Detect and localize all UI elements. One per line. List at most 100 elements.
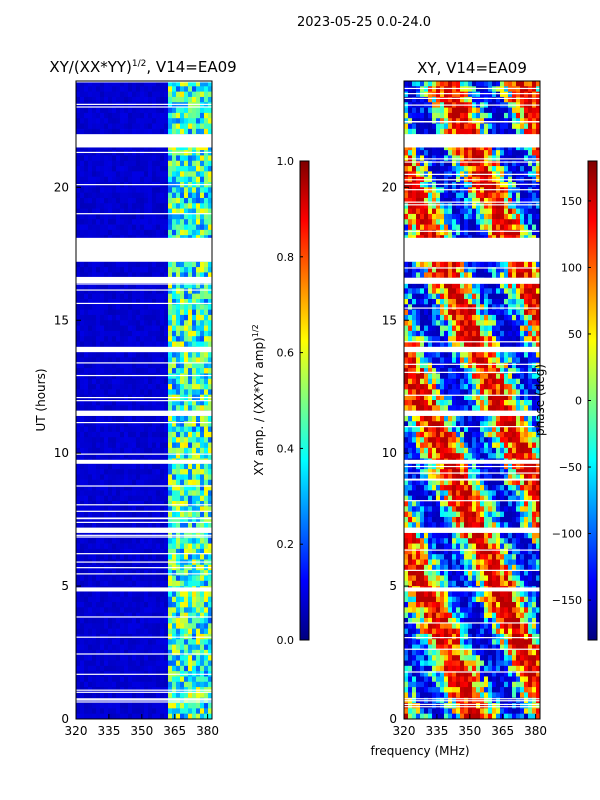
heatmap-cell bbox=[120, 373, 125, 380]
heatmap-cell bbox=[76, 155, 81, 162]
heatmap-cell bbox=[104, 681, 109, 688]
heatmap-cell bbox=[128, 197, 133, 204]
heatmap-cell bbox=[120, 293, 125, 300]
heatmap-cell bbox=[168, 495, 173, 502]
heatmap-cell bbox=[112, 511, 117, 518]
heatmap-cell bbox=[80, 623, 85, 630]
heatmap-cell bbox=[176, 144, 181, 151]
heatmap-cell bbox=[144, 378, 149, 385]
heatmap-cell bbox=[104, 596, 109, 603]
heatmap-cell bbox=[172, 495, 177, 502]
heatmap-cell bbox=[92, 639, 97, 645]
heatmap-cell bbox=[164, 352, 169, 358]
heatmap-cell bbox=[192, 144, 197, 151]
heatmap-cell bbox=[172, 368, 177, 374]
heatmap-cell bbox=[160, 607, 165, 614]
heatmap-cell bbox=[88, 107, 93, 114]
heatmap-cell bbox=[132, 485, 137, 491]
heatmap-cell bbox=[200, 676, 205, 683]
heatmap-cell bbox=[180, 362, 185, 369]
heatmap-cell bbox=[120, 81, 125, 87]
heatmap-cell bbox=[148, 229, 153, 236]
heatmap-cell bbox=[140, 431, 145, 438]
heatmap-cell bbox=[192, 166, 197, 172]
heatmap-cell bbox=[192, 96, 197, 103]
heatmap-cell bbox=[192, 681, 197, 688]
heatmap-cell bbox=[200, 474, 205, 481]
heatmap-cell bbox=[116, 665, 121, 672]
heatmap-cell bbox=[196, 628, 201, 635]
heatmap-cell bbox=[440, 155, 445, 162]
heatmap-cell bbox=[172, 229, 177, 236]
heatmap-cell bbox=[100, 485, 105, 491]
heatmap-cell bbox=[120, 490, 125, 497]
heatmap-cell bbox=[204, 112, 209, 119]
heatmap-cell bbox=[132, 336, 137, 342]
heatmap-cell bbox=[452, 197, 457, 204]
heatmap-cell bbox=[152, 304, 157, 311]
heatmap-cell bbox=[160, 261, 165, 268]
heatmap-cell bbox=[144, 261, 149, 268]
heatmap-cell bbox=[192, 596, 197, 603]
heatmap-cell bbox=[428, 96, 433, 103]
heatmap-cell bbox=[140, 341, 145, 348]
heatmap-cell bbox=[144, 197, 149, 204]
heatmap-cell bbox=[196, 607, 201, 614]
heatmap-cell bbox=[420, 155, 425, 162]
heatmap-cell bbox=[88, 336, 93, 342]
heatmap-cell bbox=[188, 506, 193, 513]
heatmap-cell bbox=[136, 378, 141, 385]
heatmap-cell bbox=[92, 479, 97, 486]
heatmap-cell bbox=[424, 192, 429, 199]
heatmap-cell bbox=[140, 501, 145, 507]
heatmap-cell bbox=[184, 160, 189, 167]
heatmap-cell bbox=[100, 176, 105, 183]
heatmap-cell bbox=[76, 628, 81, 635]
heatmap-cell bbox=[432, 86, 437, 93]
heatmap-cell bbox=[148, 655, 153, 661]
heatmap-cell bbox=[140, 336, 145, 342]
heatmap-cell bbox=[124, 208, 129, 215]
heatmap-cell bbox=[208, 623, 212, 630]
heatmap-cell bbox=[92, 91, 97, 98]
heatmap-cell bbox=[168, 176, 173, 183]
heatmap-cell bbox=[520, 197, 525, 204]
heatmap-cell bbox=[84, 554, 89, 560]
heatmap-cell bbox=[188, 112, 193, 119]
heatmap-cell bbox=[468, 86, 473, 93]
heatmap-cell bbox=[112, 272, 117, 279]
heatmap-cell bbox=[164, 293, 169, 300]
heatmap-cell bbox=[168, 219, 173, 225]
heatmap-cell bbox=[420, 123, 425, 130]
heatmap-cell bbox=[460, 155, 465, 162]
heatmap-cell bbox=[204, 442, 209, 449]
heatmap-cell bbox=[516, 192, 521, 199]
heatmap-cell bbox=[164, 431, 169, 438]
heatmap-cell bbox=[200, 591, 205, 598]
heatmap-cell bbox=[164, 155, 169, 162]
heatmap-cell bbox=[188, 453, 193, 459]
heatmap-cell bbox=[112, 607, 117, 614]
heatmap-cell bbox=[188, 437, 193, 443]
heatmap-cell bbox=[168, 304, 173, 311]
heatmap-cell bbox=[536, 160, 540, 167]
heatmap-cell bbox=[404, 128, 409, 135]
heatmap-cell bbox=[120, 447, 125, 454]
heatmap-cell bbox=[100, 676, 105, 683]
heatmap-cell bbox=[200, 112, 205, 119]
heatmap-cell bbox=[472, 155, 477, 162]
heatmap-cell bbox=[124, 128, 129, 135]
heatmap-cell bbox=[132, 341, 137, 348]
heatmap-cell bbox=[488, 107, 493, 114]
heatmap-cell bbox=[164, 665, 169, 672]
heatmap-cell bbox=[196, 400, 201, 406]
heatmap-cell bbox=[472, 203, 477, 209]
heatmap-cell bbox=[96, 203, 101, 209]
heatmap-cell bbox=[144, 639, 149, 645]
heatmap-cell bbox=[112, 91, 117, 98]
heatmap-cell bbox=[116, 330, 121, 337]
heatmap-cell bbox=[468, 192, 473, 199]
heatmap-cell bbox=[492, 81, 497, 87]
heatmap-cell bbox=[80, 649, 85, 656]
heatmap-cell bbox=[132, 463, 137, 470]
